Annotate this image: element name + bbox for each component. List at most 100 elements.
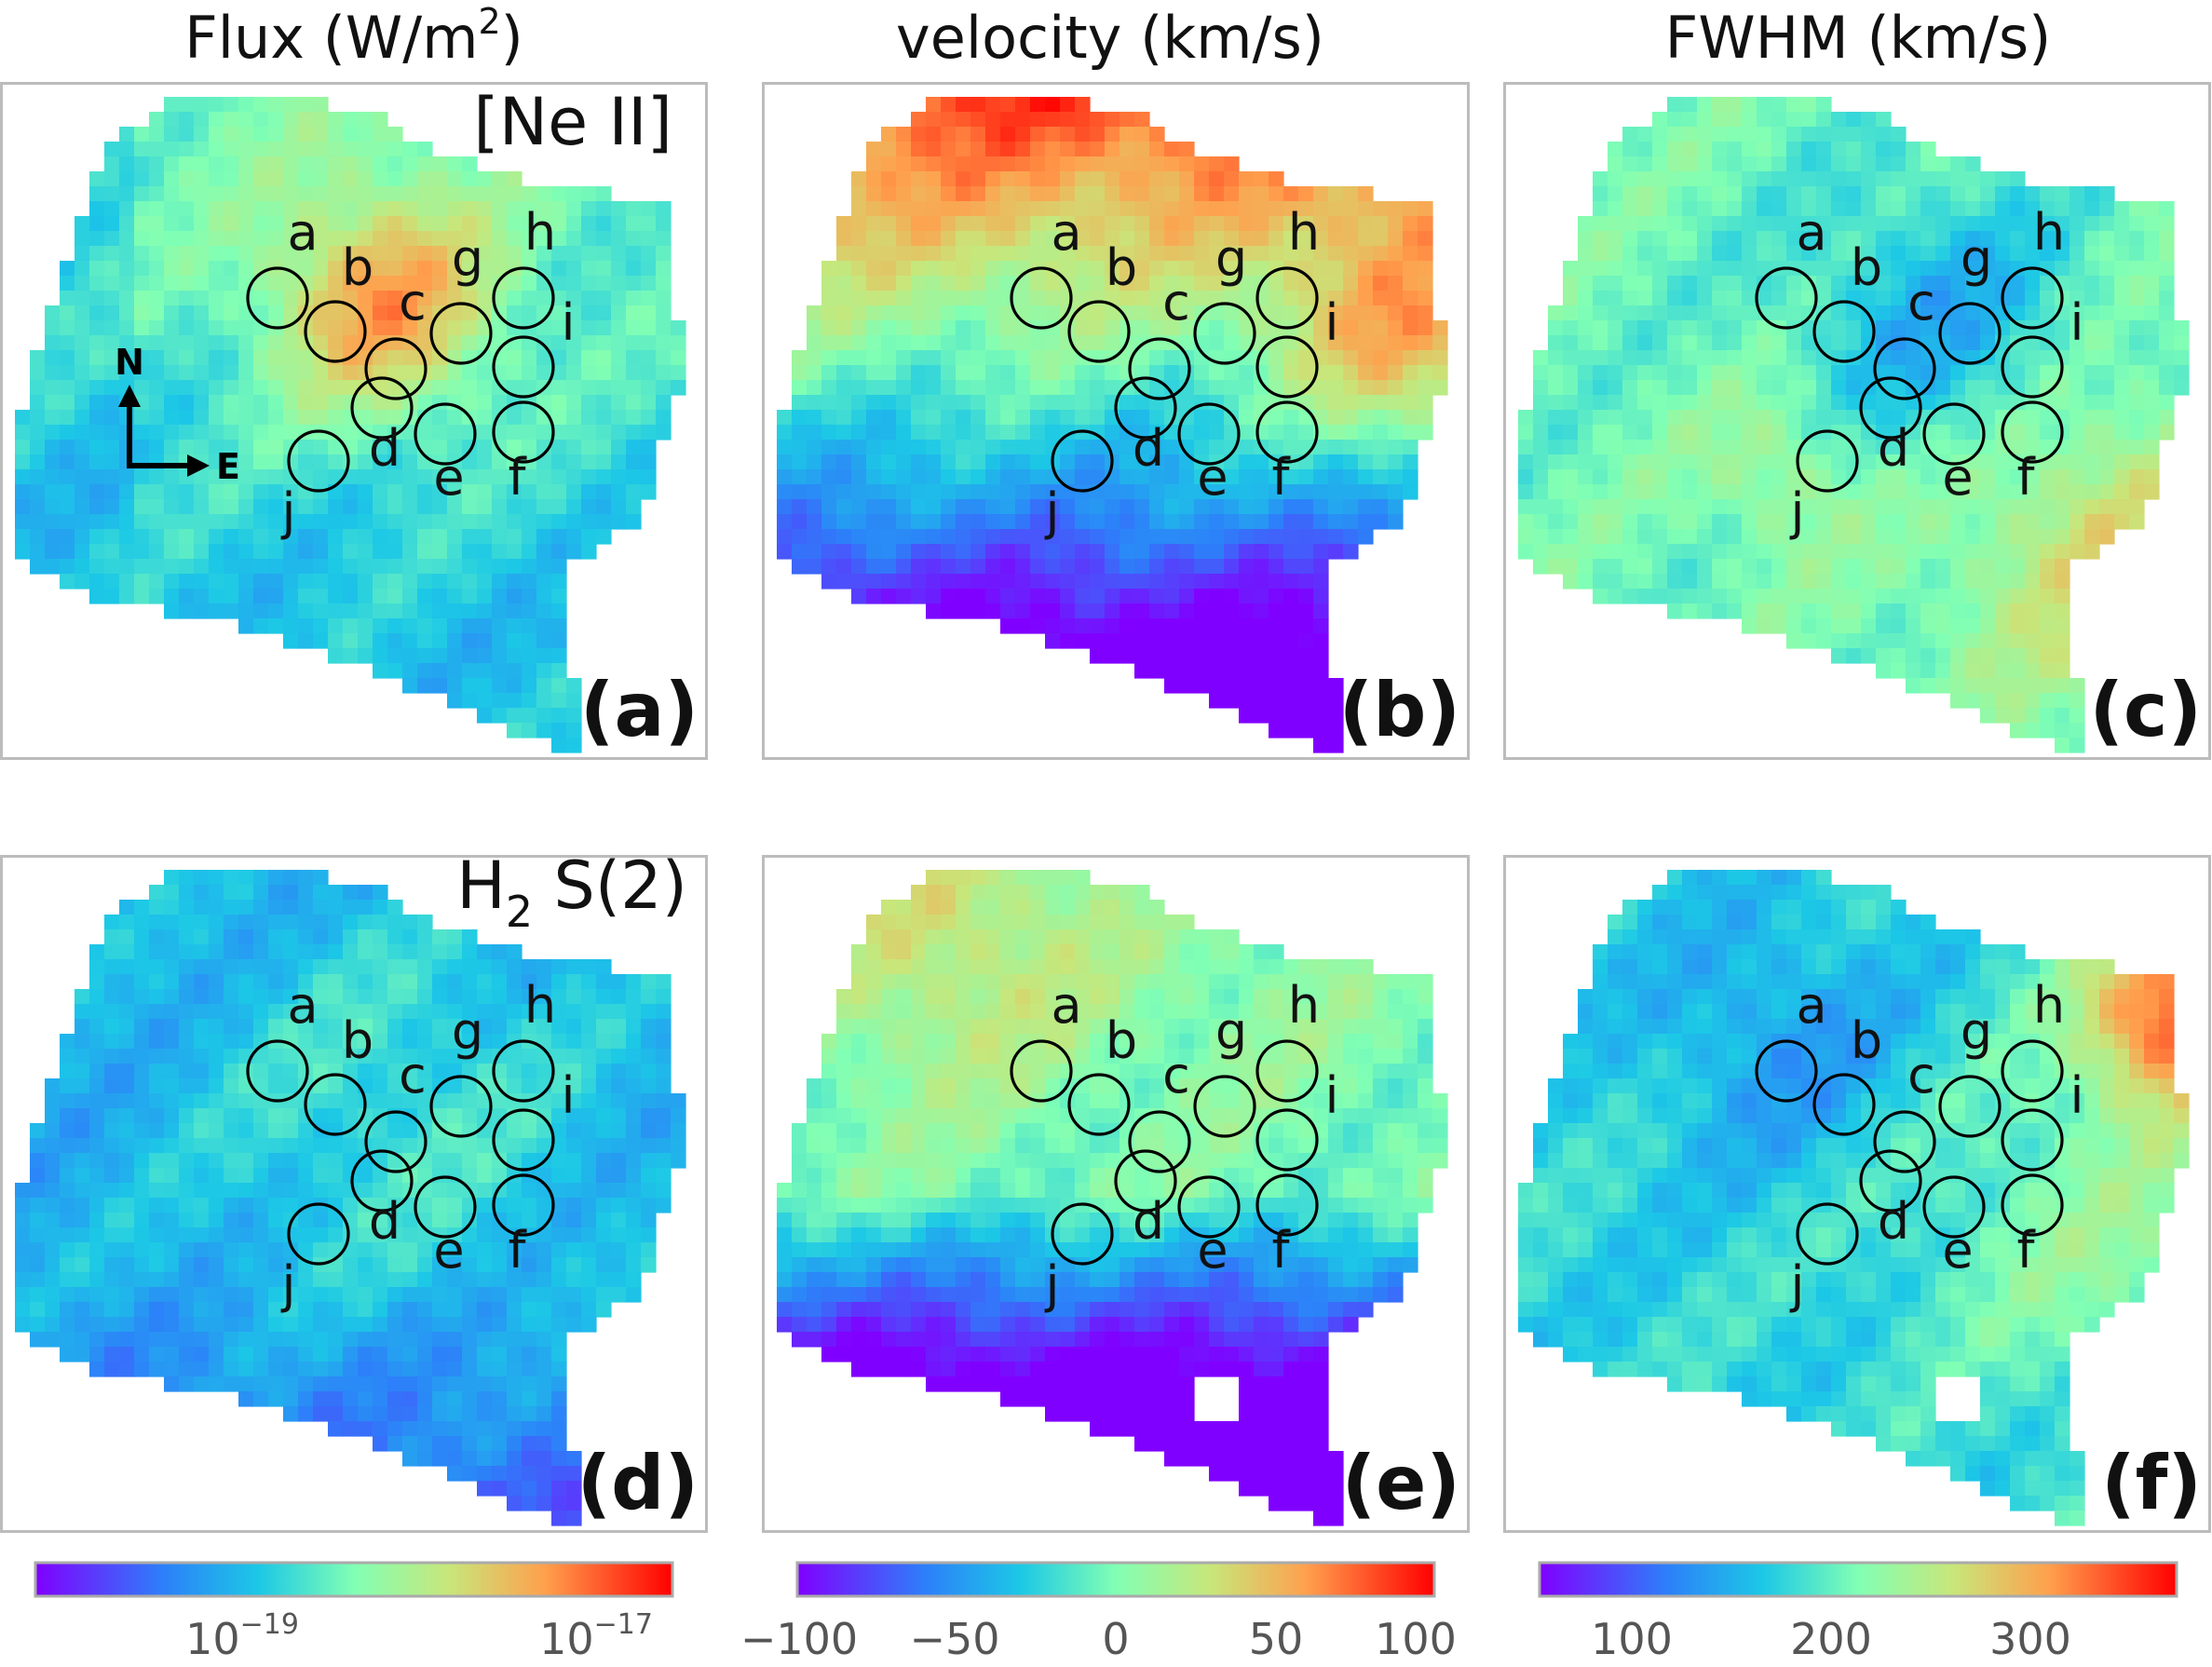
heatmap-cell: [209, 261, 224, 277]
heatmap-cell: [1343, 425, 1359, 440]
heatmap-cell: [507, 246, 522, 262]
heatmap-cell: [149, 246, 165, 262]
heatmap-cell: [581, 186, 597, 202]
heatmap-cell: [1742, 350, 1757, 366]
heatmap-cell: [149, 186, 165, 202]
heatmap-cell: [1667, 97, 1683, 113]
heatmap-cell: [89, 974, 105, 990]
heatmap-cell: [1920, 499, 1936, 515]
heatmap-cell: [1164, 231, 1180, 247]
heatmap-cell: [283, 142, 299, 157]
heatmap-cell: [298, 633, 314, 649]
heatmap-cell: [1164, 574, 1180, 590]
heatmap-cell: [1995, 559, 2011, 575]
heatmap-cell: [641, 380, 657, 396]
heatmap-cell: [1105, 440, 1120, 455]
heatmap-cell: [283, 305, 299, 321]
heatmap-cell: [1000, 395, 1016, 411]
heatmap-cell: [104, 231, 120, 247]
heatmap-cell: [641, 1108, 657, 1124]
heatmap-cell: [1578, 261, 1594, 277]
heatmap-cell: [1045, 142, 1061, 157]
heatmap-cell: [1224, 633, 1240, 649]
heatmap-cell: [179, 989, 195, 1005]
heatmap-cell: [2099, 410, 2115, 426]
heatmap-cell: [343, 201, 359, 217]
heatmap-cell: [522, 350, 537, 366]
heatmap-cell: [1801, 544, 1817, 560]
heatmap-cell: [1697, 574, 1713, 590]
heatmap-cell: [596, 1019, 612, 1035]
heatmap-cell: [1712, 589, 1728, 604]
heatmap-cell: [1134, 142, 1150, 157]
heatmap-cell: [1771, 559, 1787, 575]
panel-letter: (b): [1339, 667, 1460, 753]
heatmap-cell: [373, 989, 388, 1005]
heatmap-cell: [566, 974, 582, 990]
heatmap-cell: [1134, 127, 1150, 142]
heatmap-cell: [492, 959, 508, 975]
heatmap-cell: [1224, 514, 1240, 530]
heatmap-cell: [851, 231, 867, 247]
heatmap-cell: [238, 142, 254, 157]
heatmap-cell: [581, 1034, 597, 1050]
heatmap-cell: [1771, 410, 1787, 426]
heatmap-cell: [596, 276, 612, 291]
heatmap-cell: [1965, 693, 1981, 709]
heatmap-cell: [626, 201, 642, 217]
heatmap-cell: [596, 395, 612, 411]
heatmap-cell: [2099, 454, 2115, 470]
heatmap-cell: [1518, 514, 1534, 530]
heatmap-cell: [1667, 365, 1683, 381]
heatmap-cell: [298, 603, 314, 619]
heatmap-cell: [1667, 320, 1683, 336]
heatmap-cell: [164, 885, 180, 901]
heatmap-cell: [1015, 454, 1031, 470]
heatmap-cell: [1418, 305, 1433, 321]
heatmap-cell: [149, 127, 165, 142]
heatmap-cell: [268, 1004, 284, 1020]
heatmap-cell: [477, 261, 493, 277]
heatmap-cell: [566, 1153, 582, 1169]
heatmap-cell: [2084, 469, 2100, 485]
heatmap-cell: [836, 216, 852, 232]
heatmap-cell: [209, 335, 224, 351]
heatmap-cell: [104, 559, 120, 575]
heatmap-cell: [119, 201, 135, 217]
heatmap-cell: [358, 454, 373, 470]
heatmap-cell: [477, 410, 493, 426]
heatmap-cell: [313, 544, 329, 560]
heatmap-cell: [1045, 514, 1061, 530]
heatmap-cell: [1224, 663, 1240, 679]
heatmap-cell: [536, 231, 552, 247]
heatmap-cell: [1935, 276, 1951, 291]
heatmap-cell: [119, 469, 135, 485]
heatmap-cell: [268, 514, 284, 530]
heatmap-cell: [492, 380, 508, 396]
heatmap-cell: [1120, 574, 1135, 590]
heatmap-cell: [881, 484, 897, 500]
heatmap-cell: [298, 1123, 314, 1139]
heatmap-cell: [1622, 574, 1638, 590]
heatmap-cell: [179, 395, 195, 411]
heatmap-cell: [1432, 335, 1448, 351]
heatmap-cell: [1846, 618, 1862, 634]
heatmap-cell: [283, 171, 299, 187]
heatmap-cell: [268, 885, 284, 901]
heatmap-cell: [104, 959, 120, 975]
heatmap-cell: [1608, 395, 1623, 411]
heatmap-cell: [1224, 246, 1240, 262]
heatmap-cell: [1622, 410, 1638, 426]
heatmap-cell: [477, 395, 493, 411]
heatmap-cell: [164, 127, 180, 142]
heatmap-cell: [313, 380, 329, 396]
heatmap-cell: [149, 231, 165, 247]
heatmap-cell: [1727, 365, 1743, 381]
heatmap-cell: [298, 544, 314, 560]
heatmap-cell: [1283, 603, 1299, 619]
heatmap-cell: [2040, 469, 2056, 485]
heatmap-cell: [536, 603, 552, 619]
heatmap-cell: [1149, 186, 1165, 202]
heatmap-cell: [1876, 112, 1892, 128]
